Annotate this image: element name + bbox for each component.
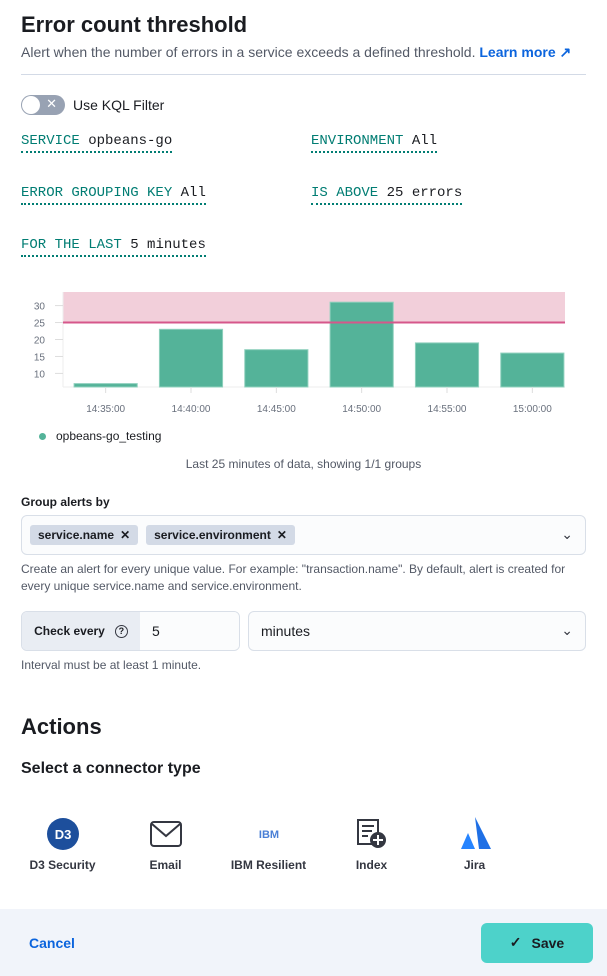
connector-d3-security[interactable]: D3 D3 Security <box>11 816 114 872</box>
y-tick-label: 10 <box>34 369 46 380</box>
description: Alert when the number of errors in a ser… <box>21 44 572 60</box>
x-tick-label: 14:55:00 <box>428 404 467 415</box>
remove-icon[interactable]: ✕ <box>120 528 131 542</box>
group-by-label: Group alerts by <box>21 495 110 509</box>
email-icon <box>149 821 182 847</box>
x-tick-label: 14:35:00 <box>86 404 125 415</box>
chart-caption: Last 25 minutes of data, showing 1/1 gro… <box>185 457 422 471</box>
chevron-down-icon[interactable]: ⌄ <box>561 526 573 542</box>
chart-legend[interactable]: opbeans-go_testing <box>39 429 586 443</box>
chip-service-name: service.name ✕ <box>30 525 139 545</box>
x-tick-label: 15:00:00 <box>513 404 552 415</box>
connector-ibm-resilient[interactable]: IBM IBM Resilient <box>230 829 307 872</box>
index-icon <box>356 819 386 848</box>
bar <box>414 342 480 388</box>
check-every-label: Check every <box>34 624 105 638</box>
kql-filter-label: Use KQL Filter <box>73 97 165 113</box>
kql-filter-toggle[interactable]: ✕ <box>21 95 65 115</box>
jira-icon <box>460 817 491 849</box>
threshold-expression[interactable]: IS ABOVE 25 errors <box>311 185 463 205</box>
check-icon: ✓ <box>509 934 522 950</box>
bar <box>158 328 224 388</box>
connector-subtitle: Select a connector type <box>21 760 201 777</box>
chip-service-environment: service.environment ✕ <box>146 525 295 545</box>
environment-expression[interactable]: ENVIRONMENT All <box>311 133 438 153</box>
connector-index[interactable]: Index <box>320 816 423 872</box>
threshold-zone <box>63 292 565 323</box>
time-window-expression[interactable]: FOR THE LAST 5 minutes <box>21 237 206 257</box>
svg-text:D3: D3 <box>54 827 71 842</box>
y-tick-label: 20 <box>34 336 46 347</box>
x-tick-label: 14:45:00 <box>257 404 296 415</box>
bar <box>329 301 394 388</box>
connector-email[interactable]: Email <box>114 816 217 872</box>
check-every-unit-select[interactable]: minutes ⌄ <box>248 611 586 651</box>
service-expression[interactable]: SERVICE opbeans-go <box>21 133 173 153</box>
check-every-input[interactable]: 5 <box>140 612 239 650</box>
error-grouping-key-expression[interactable]: ERROR GROUPING KEY All <box>21 185 206 205</box>
d3-security-icon: D3 <box>46 818 79 850</box>
legend-dot <box>39 432 46 440</box>
external-link-icon: ↗ <box>559 44 572 60</box>
bar <box>244 349 309 388</box>
check-every-field: Check every? 5 <box>21 611 240 651</box>
x-tick-label: 14:50:00 <box>342 404 381 415</box>
check-every-help: Interval must be at least 1 minute. <box>21 658 202 672</box>
group-by-combobox[interactable]: service.name ✕ service.environment ✕ ⌄ <box>21 515 586 555</box>
question-icon[interactable]: ? <box>114 624 128 638</box>
y-tick-label: 25 <box>34 319 46 330</box>
svg-text:IBM: IBM <box>258 829 278 841</box>
ibm-icon: IBM <box>258 829 278 841</box>
footer: Cancel ✓ Save <box>0 909 607 976</box>
page-title: Error count threshold <box>21 12 248 37</box>
connector-jira[interactable]: Jira <box>423 816 526 872</box>
bar <box>73 383 138 388</box>
save-button[interactable]: ✓ Save <box>481 922 593 963</box>
cancel-button[interactable]: Cancel <box>29 934 75 951</box>
actions-title: Actions <box>21 714 102 739</box>
remove-icon[interactable]: ✕ <box>276 528 287 542</box>
legend-label: opbeans-go_testing <box>56 429 162 443</box>
y-tick-label: 30 <box>34 302 46 313</box>
divider <box>21 74 586 75</box>
bar <box>500 352 565 388</box>
learn-more-link[interactable]: Learn more ↗ <box>479 44 572 60</box>
x-tick-label: 14:40:00 <box>172 404 211 415</box>
group-by-help: Create an alert for every unique value. … <box>21 562 566 593</box>
error-count-chart: 10 15 20 25 30 14:35:00 14:40:00 14:45:00 14:50:… <box>34 292 565 415</box>
y-tick-label: 15 <box>34 352 46 363</box>
cross-icon: ✕ <box>46 96 57 111</box>
chevron-down-icon: ⌄ <box>561 622 573 638</box>
